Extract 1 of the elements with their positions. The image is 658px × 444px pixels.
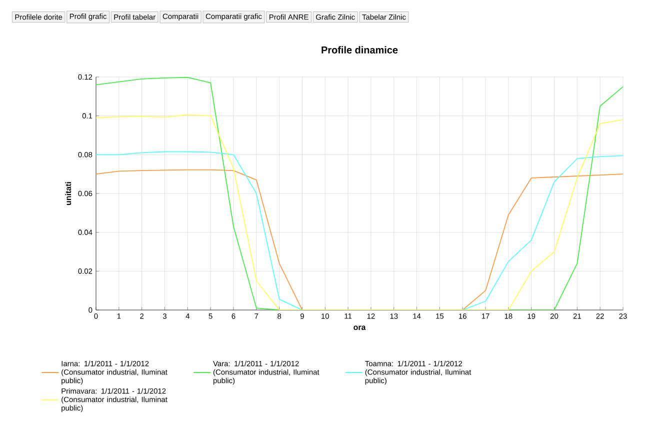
chart-title: Profile dinamice (322, 46, 398, 54)
